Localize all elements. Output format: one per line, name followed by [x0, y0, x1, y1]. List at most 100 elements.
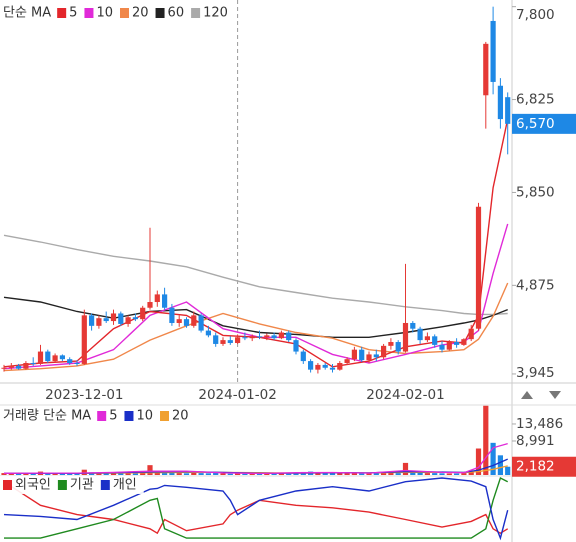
- volume-bar: [264, 473, 270, 475]
- candle-body: [278, 332, 284, 339]
- candle-body: [220, 340, 226, 344]
- candle-body: [242, 337, 248, 339]
- candle-body: [271, 335, 277, 339]
- volume-bar: [468, 471, 474, 475]
- volume-bar: [505, 466, 511, 475]
- legend-label: 20: [172, 409, 189, 424]
- candle-body: [235, 337, 241, 343]
- legend-swatch: [191, 8, 201, 18]
- candle-body: [337, 362, 343, 370]
- investor-line: [3, 477, 509, 541]
- y-tick-label: 4,875: [516, 277, 555, 293]
- candle-body: [264, 335, 270, 338]
- candle-body: [329, 367, 336, 370]
- legend-label: 10: [136, 409, 153, 424]
- candle-body: [256, 336, 263, 338]
- y-tick-label: 7,800: [516, 7, 555, 23]
- candle-body: [59, 355, 65, 360]
- candle-body: [475, 206, 482, 329]
- legend-label: 5: [109, 409, 117, 424]
- candle-body: [366, 354, 372, 361]
- volume-bar: [278, 473, 284, 475]
- candle-body: [23, 362, 29, 369]
- candle-body: [402, 322, 409, 352]
- volume-bar: [154, 471, 160, 475]
- y-tick-label: 3,945: [516, 365, 555, 381]
- last-volume-box: [512, 456, 576, 477]
- y-tick-label: 6,825: [516, 92, 555, 108]
- last-price-box: [512, 113, 576, 134]
- candle-body: [351, 349, 357, 360]
- volume-bar: [359, 473, 365, 475]
- volume-bar: [315, 472, 321, 475]
- volume-bar: [337, 473, 343, 475]
- candle-body: [81, 315, 87, 364]
- volume-bar: [213, 472, 219, 475]
- volume-bar: [227, 473, 233, 475]
- candle-body: [490, 20, 496, 82]
- candle-body: [213, 335, 219, 344]
- candle-body: [388, 342, 394, 346]
- candle-body: [454, 342, 460, 345]
- legend-swatch: [3, 480, 12, 490]
- candle-body: [293, 340, 299, 352]
- scroll-up-icon[interactable]: [521, 391, 533, 399]
- candle-body: [461, 339, 467, 345]
- volume-bar: [388, 472, 394, 475]
- candle-body: [249, 336, 255, 339]
- legend-label: 외국인: [15, 478, 51, 493]
- volume-bar: [256, 473, 263, 475]
- candle-body: [154, 294, 160, 303]
- volume-bar: [16, 473, 22, 475]
- legend-label: 60: [168, 6, 185, 21]
- volume-bar: [395, 473, 401, 475]
- candle-body: [176, 319, 182, 323]
- volume-bar: [74, 473, 80, 475]
- x-tick-label: 2024-01-02: [198, 387, 276, 403]
- legend-swatch: [57, 8, 67, 18]
- volume-bar: [183, 473, 190, 475]
- candle-body: [118, 313, 124, 324]
- candle-body: [191, 315, 197, 326]
- candle-body: [381, 345, 387, 358]
- legend-label: 20: [132, 6, 149, 21]
- legend: 단순 MA 5 10 20 60 120: [0, 4, 235, 22]
- volume-bar: [322, 473, 328, 475]
- candle-body: [1, 367, 7, 369]
- candle-body: [439, 344, 445, 350]
- y-tick-label: 13,486: [516, 416, 563, 432]
- candle-body: [162, 294, 168, 308]
- candle-body: [125, 317, 131, 324]
- legend-swatch: [100, 480, 110, 490]
- legend-swatch: [160, 411, 170, 421]
- scroll-down-icon[interactable]: [549, 391, 561, 399]
- candle-body: [67, 359, 73, 363]
- candle-body: [147, 302, 153, 308]
- volume-bar: [432, 473, 438, 475]
- candle-body: [45, 351, 51, 362]
- candle-body: [37, 351, 44, 364]
- volume-bar: [475, 448, 482, 475]
- volume-bar: [45, 473, 51, 475]
- legend-title: 단순 MA: [3, 6, 51, 21]
- volume-bar: [402, 462, 409, 475]
- candle-body: [103, 318, 109, 322]
- candle-body: [8, 365, 14, 368]
- candle-body: [110, 313, 117, 322]
- volume-bar: [67, 473, 73, 475]
- candle-body: [417, 328, 423, 341]
- last-price-label: 6,570: [516, 116, 555, 132]
- ma-line: [3, 234, 508, 316]
- volume-bar: [198, 473, 204, 475]
- volume-bar: [110, 472, 117, 475]
- y-tick-label: 8,991: [516, 433, 555, 449]
- volume-bar: [373, 473, 379, 475]
- legend-swatch: [84, 8, 94, 18]
- volume-bar: [490, 442, 496, 475]
- volume-bar: [249, 473, 255, 475]
- x-tick-label: 2023-12-01: [45, 387, 123, 403]
- volume-bar: [417, 472, 423, 475]
- volume-bar: [191, 472, 197, 475]
- candle-body: [169, 307, 175, 323]
- volume-bar: [1, 473, 7, 475]
